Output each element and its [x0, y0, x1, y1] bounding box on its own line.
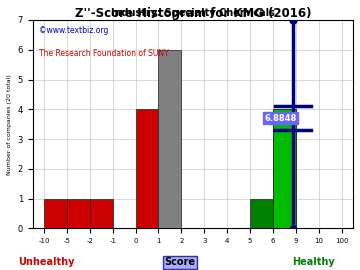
Text: Score: Score [165, 257, 195, 267]
Bar [273, 109, 296, 228]
Bar [67, 199, 90, 228]
Title: Z''-Score Histogram for KMG (2016): Z''-Score Histogram for KMG (2016) [75, 7, 311, 20]
Bar [250, 199, 273, 228]
Text: Industry: Specialty Chemicals: Industry: Specialty Chemicals [111, 8, 275, 18]
Bar [273, 109, 296, 228]
Text: Healthy: Healthy [292, 257, 334, 267]
Text: The Research Foundation of SUNY: The Research Foundation of SUNY [39, 49, 169, 58]
Y-axis label: Number of companies (20 total): Number of companies (20 total) [7, 74, 12, 175]
Bar [44, 199, 67, 228]
Text: ©www.textbiz.org: ©www.textbiz.org [39, 26, 108, 35]
Bar [158, 50, 181, 228]
Bar [136, 109, 158, 228]
Text: Unhealthy: Unhealthy [19, 257, 75, 267]
Text: 6.8848: 6.8848 [264, 114, 297, 123]
Bar [90, 199, 113, 228]
